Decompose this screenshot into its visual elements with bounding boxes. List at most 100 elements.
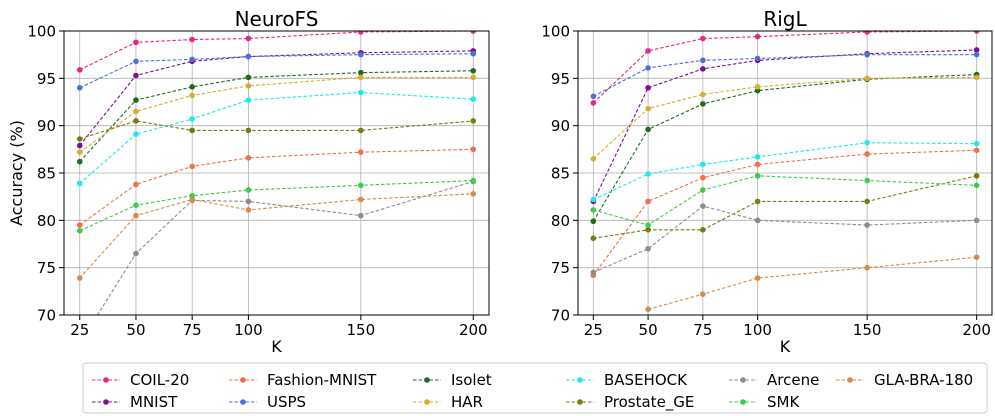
data-point	[700, 57, 706, 64]
data-point	[973, 147, 980, 154]
data-point	[358, 89, 364, 96]
data-point	[645, 245, 651, 252]
data-point	[358, 51, 364, 58]
data-point	[590, 196, 597, 203]
x-tick-label: 100	[743, 321, 772, 339]
data-point	[590, 269, 597, 276]
data-point	[133, 72, 139, 79]
data-point	[864, 31, 870, 35]
data-point	[358, 69, 364, 76]
data-point	[864, 222, 870, 228]
data-point	[76, 158, 83, 165]
y-tick-label: 75	[37, 259, 56, 277]
legend: COIL-20 MNIST Fashion-MNIST USPS Isolet HAR BA…	[82, 362, 988, 414]
data-point	[245, 207, 252, 213]
data-point	[754, 33, 761, 40]
legend-marker	[424, 377, 430, 383]
data-point	[590, 235, 597, 242]
series-line-coil-20	[592, 31, 977, 104]
legend-label: USPS	[267, 393, 306, 411]
y-tick-label: 85	[37, 165, 56, 183]
data-point	[645, 222, 651, 228]
x-tick-label: 200	[962, 321, 991, 339]
data-point	[470, 177, 477, 184]
data-point	[864, 139, 870, 146]
legend-label: BASEHOCK	[604, 371, 688, 389]
data-point	[133, 58, 139, 65]
data-point	[700, 174, 706, 181]
data-point	[189, 56, 195, 63]
y-tick-label: 85	[551, 165, 570, 183]
data-point	[645, 85, 651, 91]
legend-marker	[240, 377, 246, 383]
series-line-har	[592, 76, 977, 160]
data-point	[76, 142, 83, 149]
legend-label: Prostate_GE	[604, 393, 694, 412]
legend-item: COIL-20	[92, 371, 189, 389]
legend-marker	[740, 377, 746, 383]
data-point	[645, 198, 651, 205]
data-point	[133, 212, 139, 219]
data-point	[76, 180, 83, 187]
data-point	[754, 217, 761, 224]
data-point	[645, 171, 651, 177]
data-point	[133, 131, 139, 137]
series-line-basehock	[593, 142, 977, 201]
chart-title: NeuroFS	[235, 7, 319, 31]
series-line-prostate-ge	[593, 175, 977, 239]
series-line-basehock	[79, 91, 474, 184]
y-tick-label: 100	[27, 23, 56, 41]
data-point	[754, 154, 761, 160]
legend-item: SMK	[729, 393, 800, 411]
x-tick-label: 50	[639, 321, 658, 339]
data-point	[973, 254, 980, 261]
data-point	[973, 217, 980, 224]
data-point	[358, 182, 364, 189]
data-point	[189, 84, 195, 90]
data-point	[358, 196, 364, 203]
data-point	[245, 35, 252, 42]
data-point	[973, 182, 980, 189]
data-point	[358, 212, 364, 219]
series-line-mnist	[592, 49, 977, 202]
data-point	[470, 67, 477, 74]
data-point	[645, 306, 651, 313]
data-point	[470, 31, 477, 34]
x-axis-label: K	[271, 337, 282, 356]
data-point	[133, 108, 139, 115]
data-point	[245, 53, 252, 60]
data-point	[754, 161, 761, 168]
series-line-coil-20	[79, 31, 474, 71]
data-point	[189, 127, 195, 134]
legend-label: MNIST	[130, 393, 178, 411]
data-point	[133, 39, 139, 46]
data-point	[189, 196, 195, 203]
data-point	[358, 74, 364, 81]
data-point	[590, 207, 597, 213]
data-point	[77, 341, 83, 347]
y-tick-label: 90	[37, 117, 56, 135]
series-line-gla-bra-180	[647, 256, 977, 310]
data-point	[754, 198, 761, 205]
data-point	[973, 74, 980, 81]
data-point	[133, 181, 139, 188]
data-point	[133, 118, 139, 124]
series-group	[76, 31, 477, 347]
data-point	[133, 250, 139, 257]
data-point	[76, 136, 83, 142]
data-point	[645, 48, 651, 54]
x-tick-label: 25	[584, 321, 603, 339]
data-point	[590, 218, 597, 225]
data-point	[700, 101, 706, 107]
legend-item: HAR	[413, 393, 483, 411]
y-tick-label: 95	[37, 70, 56, 88]
data-point	[189, 92, 195, 99]
legend-label: HAR	[451, 393, 483, 411]
series-line-smk	[79, 180, 474, 232]
data-point	[470, 50, 477, 57]
data-point	[864, 177, 870, 184]
chart-panel-rigl: 25 50 75 100 150 200 70 75 80 85 90 95 100 RigL K	[541, 7, 993, 356]
series-group	[590, 31, 980, 313]
data-point	[76, 222, 83, 228]
